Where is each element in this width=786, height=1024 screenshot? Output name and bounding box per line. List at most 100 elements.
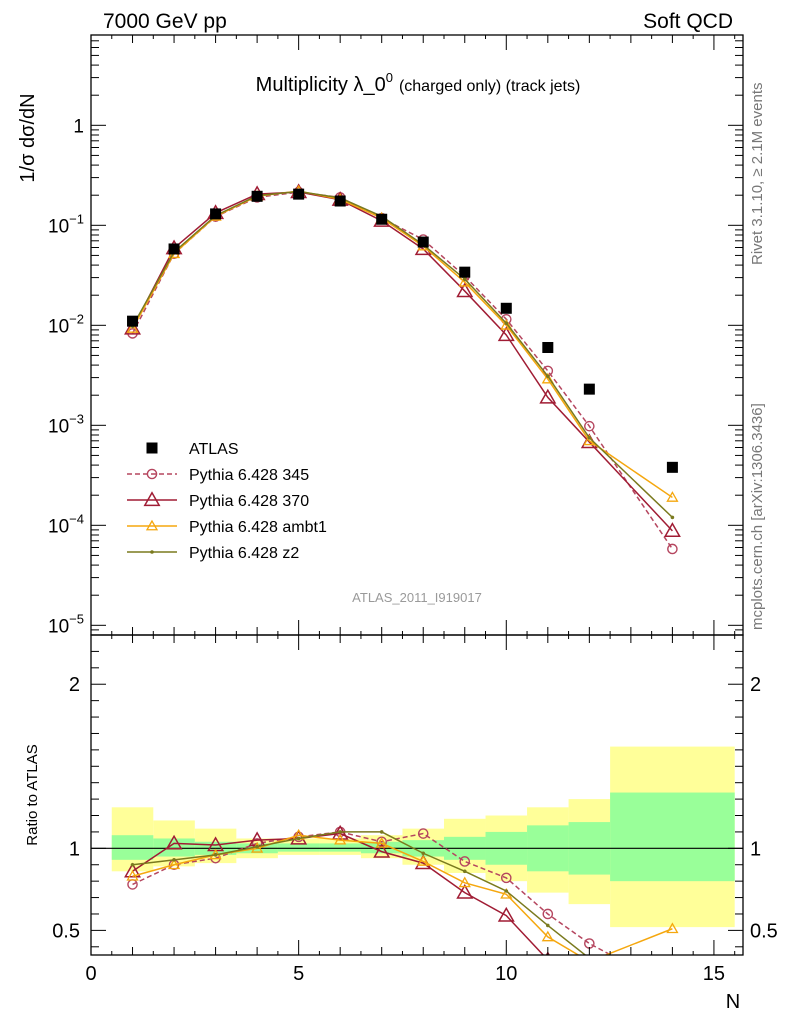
- side-label-mcplots: mcplots.cern.ch [arXiv:1306.3436]: [749, 403, 766, 630]
- ratio-data-point: [167, 858, 181, 870]
- main-y-tick-label: 10−2: [48, 311, 84, 337]
- atlas-data-point: [376, 213, 388, 225]
- inner-band-bin: [319, 843, 361, 852]
- inner-band-bin: [111, 835, 154, 860]
- side-label-rivet: Rivet 3.1.10, ≥ 2.1M events: [749, 83, 766, 266]
- tick-exponent: −4: [69, 511, 84, 526]
- ratio-y-tick-label-right: 2: [750, 674, 761, 696]
- ratio-data-point: [334, 833, 347, 845]
- ratio-data-point: [584, 957, 594, 966]
- ratio-data-point: [671, 960, 675, 964]
- tick-base: 1: [73, 116, 84, 137]
- tick-exponent: −1: [69, 211, 84, 226]
- ratio-data-point: [417, 828, 429, 839]
- legend-label: Pythia 6.428 345: [189, 467, 309, 484]
- main-data-point: [539, 388, 557, 404]
- legend-marker: [146, 468, 158, 480]
- main-data-point: [584, 420, 595, 432]
- ratio-data-point: [255, 844, 259, 849]
- ratio-data-point: [668, 983, 677, 992]
- main-panel: 110−110−210−310−410−5: [48, 34, 744, 637]
- tick-base: 10: [48, 616, 69, 637]
- main-series-group: [124, 183, 681, 555]
- ratio-data-point: [373, 842, 391, 858]
- main-data-point: [126, 322, 139, 333]
- atlas-data-point: [251, 190, 263, 202]
- main-data-point: [663, 522, 681, 538]
- ratio-data-point: [417, 855, 430, 866]
- atlas-data-point: [459, 266, 471, 278]
- ratio-data-point: [458, 876, 471, 888]
- category-label: Soft QCD: [643, 10, 733, 33]
- ratio-data-point: [165, 834, 183, 850]
- ratio-series-line: [132, 832, 545, 955]
- ratio-data-point: [172, 858, 176, 862]
- plot-title-main: Multiplicity λ_0: [256, 74, 386, 96]
- main-data-point: [670, 515, 675, 520]
- main-data-point: [500, 318, 513, 330]
- ratio-data-point: [584, 938, 595, 949]
- ratio-data-point: [130, 862, 135, 867]
- main-y-tick-label: 10−1: [48, 211, 84, 237]
- plot-title: Multiplicity λ_00 (charged only) (track j…: [256, 70, 581, 96]
- atlas-data-point: [417, 236, 429, 248]
- tick-base: 10: [48, 416, 69, 437]
- ratio-y-tick-label-right: 1: [750, 838, 761, 860]
- plot-title-superscript: 0: [386, 70, 393, 85]
- ratio-data-point: [665, 967, 679, 980]
- tick-exponent: −5: [69, 611, 84, 626]
- ratio-panel: 0 5 10 150.5 0.51 12 2: [52, 35, 778, 992]
- main-data-point: [462, 277, 467, 281]
- ratio-data-point: [542, 908, 554, 920]
- ratio-data-point: [338, 830, 342, 834]
- ratio-data-point: [546, 923, 550, 928]
- main-data-point: [541, 372, 554, 384]
- ratio-data-point: [375, 837, 388, 848]
- ratio-data-point: [379, 830, 384, 834]
- ratio-data-point: [213, 853, 218, 857]
- tick-base: 10: [48, 316, 69, 337]
- main-data-point: [504, 321, 509, 325]
- legend-label: Pythia 6.428 370: [189, 493, 309, 510]
- legend-marker: [150, 550, 154, 554]
- tick-base: 10: [48, 516, 69, 537]
- atlas-data-point: [666, 461, 678, 473]
- ratio-data-point: [459, 856, 471, 867]
- ratio-data-point: [500, 872, 512, 884]
- ratio-series-group: [124, 824, 679, 992]
- x-tick-label: 15: [703, 963, 725, 985]
- x-tick-label: 0: [85, 963, 96, 985]
- main-data-point: [456, 282, 474, 298]
- ratio-data-point: [296, 836, 301, 841]
- ratio-y-tick-label-left: 0.5: [52, 920, 80, 942]
- tick-base: 10: [48, 216, 69, 237]
- legend-label: Pythia 6.428 ambt1: [189, 519, 327, 536]
- x-tick-label: 5: [293, 963, 304, 985]
- ratio-data-point: [462, 869, 467, 874]
- ratio-data-point: [666, 922, 679, 934]
- energy-label: 7000 GeV pp: [103, 10, 227, 33]
- atlas-data-point: [210, 208, 222, 220]
- legend-marker: [143, 491, 161, 507]
- ratio-y-tick-label-right: 0.5: [750, 920, 778, 942]
- main-data-point: [124, 319, 142, 335]
- tick-exponent: −2: [69, 311, 84, 326]
- atlas-data-point: [127, 315, 139, 327]
- ratio-y-tick-label-left: 2: [69, 674, 80, 696]
- ratio-data-point: [588, 956, 592, 960]
- ratio-data-point: [126, 869, 139, 881]
- inner-band-bin: [153, 838, 195, 857]
- legend-marker: [146, 442, 158, 454]
- ratio-data-point: [504, 889, 509, 893]
- legend: ATLAS Pythia 6.428 345 Pythia 6.428 370 Pyt…: [127, 441, 327, 562]
- main-y-tick-label: 10−3: [48, 411, 84, 437]
- ratio-data-point: [589, 954, 590, 955]
- ratio-y-axis-label: Ratio to ATLAS: [24, 744, 41, 845]
- atlas-data-point: [583, 383, 595, 395]
- main-y-tick-label: 1: [73, 116, 84, 137]
- tick-exponent: −3: [69, 411, 84, 426]
- legend-marker: [145, 519, 159, 531]
- ratio-y-tick-label-left: 1: [69, 838, 80, 860]
- atlas-data-point: [334, 195, 346, 207]
- ratio-frame: [90, 634, 744, 956]
